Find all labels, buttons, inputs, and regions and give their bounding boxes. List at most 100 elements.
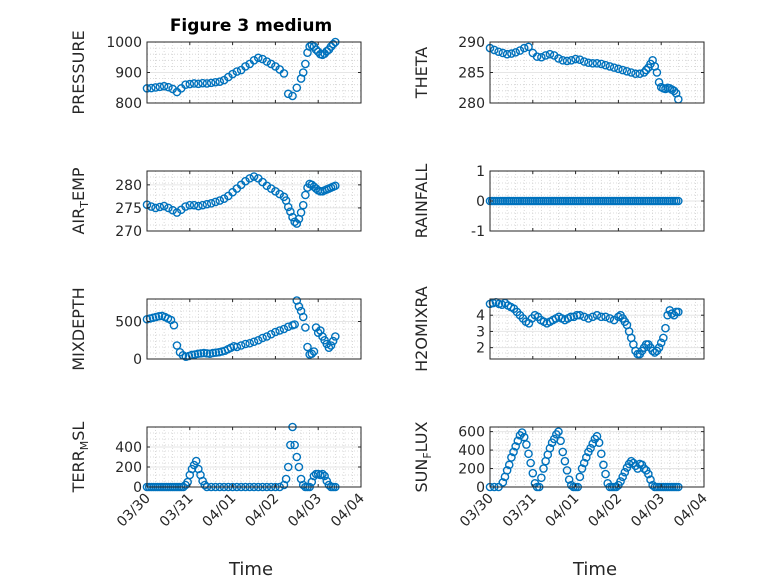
x-axis-label-left: Time — [228, 559, 273, 580]
data-point — [309, 347, 319, 356]
data-point — [502, 49, 512, 59]
data-point — [592, 59, 602, 68]
data-point — [562, 466, 572, 475]
data-point — [262, 332, 272, 341]
figure-title: Figure 3 medium — [170, 16, 332, 36]
data-point — [571, 54, 580, 64]
data-point — [517, 428, 527, 437]
data-point — [271, 327, 280, 337]
data-point — [326, 42, 336, 51]
data-point — [554, 54, 563, 63]
data-point — [511, 442, 520, 451]
y-axis-label: THETA — [412, 47, 431, 99]
data-point — [294, 462, 304, 472]
subplot-pressure: 800 900 1000 PRESSURE — [69, 30, 362, 115]
data-point — [564, 475, 574, 484]
data-point — [286, 207, 295, 216]
axes-box — [146, 170, 362, 232]
data-point — [586, 443, 595, 453]
data-point — [211, 348, 221, 357]
y-tick-label: 280 — [458, 96, 485, 112]
y-tick-label: 500 — [115, 315, 142, 331]
grid — [489, 427, 705, 487]
data-point — [266, 329, 276, 339]
data-point — [577, 464, 587, 473]
data-point — [614, 64, 623, 74]
data-point — [215, 196, 225, 205]
data-point — [301, 190, 310, 200]
data-point — [641, 65, 651, 75]
data-point — [498, 48, 508, 58]
y-tick-label: 400 — [458, 443, 485, 459]
data-point — [562, 56, 572, 66]
data-point — [532, 52, 542, 61]
data-point — [646, 475, 655, 484]
data-point — [194, 79, 203, 89]
data-point — [208, 348, 218, 358]
data-point — [661, 323, 670, 333]
y-tick-label: 275 — [115, 201, 142, 217]
data-point — [639, 464, 649, 473]
data-point — [507, 49, 516, 58]
data-point — [181, 80, 190, 89]
data-point — [193, 349, 203, 359]
data-point — [258, 333, 267, 343]
data-point — [513, 436, 523, 446]
y-tick-label: 290 — [458, 35, 485, 51]
grid — [489, 299, 705, 359]
y-axis-label: RAINFALL — [412, 164, 431, 239]
data-point — [674, 307, 683, 317]
data-point — [301, 323, 310, 332]
data-point — [262, 57, 272, 66]
data-point — [318, 469, 327, 479]
data-point — [509, 447, 518, 457]
data-point — [650, 348, 660, 357]
data-point — [283, 462, 293, 472]
data-point — [292, 452, 302, 462]
data-point — [674, 196, 683, 206]
y-tick-label: 1 — [476, 164, 485, 180]
data-point — [594, 438, 604, 447]
data-point — [654, 343, 664, 352]
data-point — [155, 82, 165, 92]
data-point — [253, 53, 263, 63]
y-tick-label: 285 — [458, 66, 485, 82]
data-point — [206, 78, 216, 88]
data-point — [328, 39, 338, 49]
data-point — [187, 350, 197, 360]
series-markers — [485, 297, 683, 359]
data-point — [164, 82, 173, 92]
data-point — [556, 436, 565, 446]
series-markers — [485, 196, 683, 206]
plot-area — [147, 171, 361, 231]
data-point — [283, 89, 293, 99]
data-point — [236, 341, 246, 350]
data-point — [588, 312, 598, 322]
data-point — [592, 310, 602, 320]
y-tick-label: 400 — [115, 440, 142, 456]
data-point — [189, 200, 199, 210]
data-point — [601, 60, 610, 70]
data-point — [579, 458, 589, 468]
data-point — [241, 62, 250, 71]
data-point — [189, 79, 199, 88]
series-markers — [485, 42, 683, 104]
data-point — [266, 59, 276, 69]
data-point — [524, 449, 533, 459]
data-point — [245, 338, 255, 348]
data-point — [669, 86, 679, 96]
y-tick-label: 0 — [133, 352, 142, 368]
data-point — [524, 42, 533, 52]
data-point — [504, 460, 514, 470]
data-point — [320, 471, 329, 481]
data-point — [262, 181, 272, 191]
data-point — [185, 200, 195, 210]
data-point — [146, 83, 156, 93]
data-point — [168, 205, 177, 215]
subplot-rainfall: -1 0 1 RAINFALL — [412, 164, 705, 240]
subplot-mixdepth: 0 500 MIXDEPTH — [69, 287, 362, 371]
y-tick-label: 4 — [476, 308, 485, 324]
data-point — [249, 172, 259, 181]
data-point — [253, 335, 263, 345]
